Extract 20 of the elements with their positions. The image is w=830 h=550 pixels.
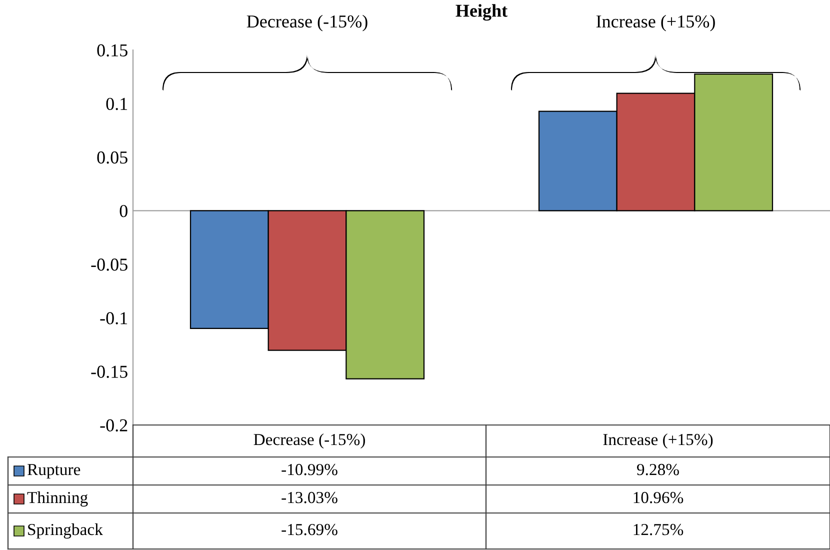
y-tick-label: 0.15 [97,44,128,57]
data-label: -13.03% [282,492,338,504]
legend-label: Springback [28,523,103,539]
text: Decrease (-15%) [246,14,368,32]
data-label: -15.69% [282,524,338,536]
y-tick-label: -0.2 [100,419,128,432]
data-label: 10.96% [634,492,684,504]
chart-title: Height [456,4,508,21]
y-tick-label: 0.1 [106,98,128,110]
y-tick-label: -0.1 [100,312,128,324]
data-label: 12.75% [634,524,684,536]
legend-label: Rupture [27,464,80,479]
legend-label: Thinning [27,491,88,507]
y-tick-label: 0 [120,204,128,218]
y-tick-label: -0.15 [91,366,128,378]
data-label: 9.28% [637,464,679,476]
y-tick-label: 0.05 [97,151,128,164]
text: Increase (+15%) [596,14,715,32]
data-label: -10.99% [282,464,338,476]
y-tick-label: -0.05 [91,258,128,271]
